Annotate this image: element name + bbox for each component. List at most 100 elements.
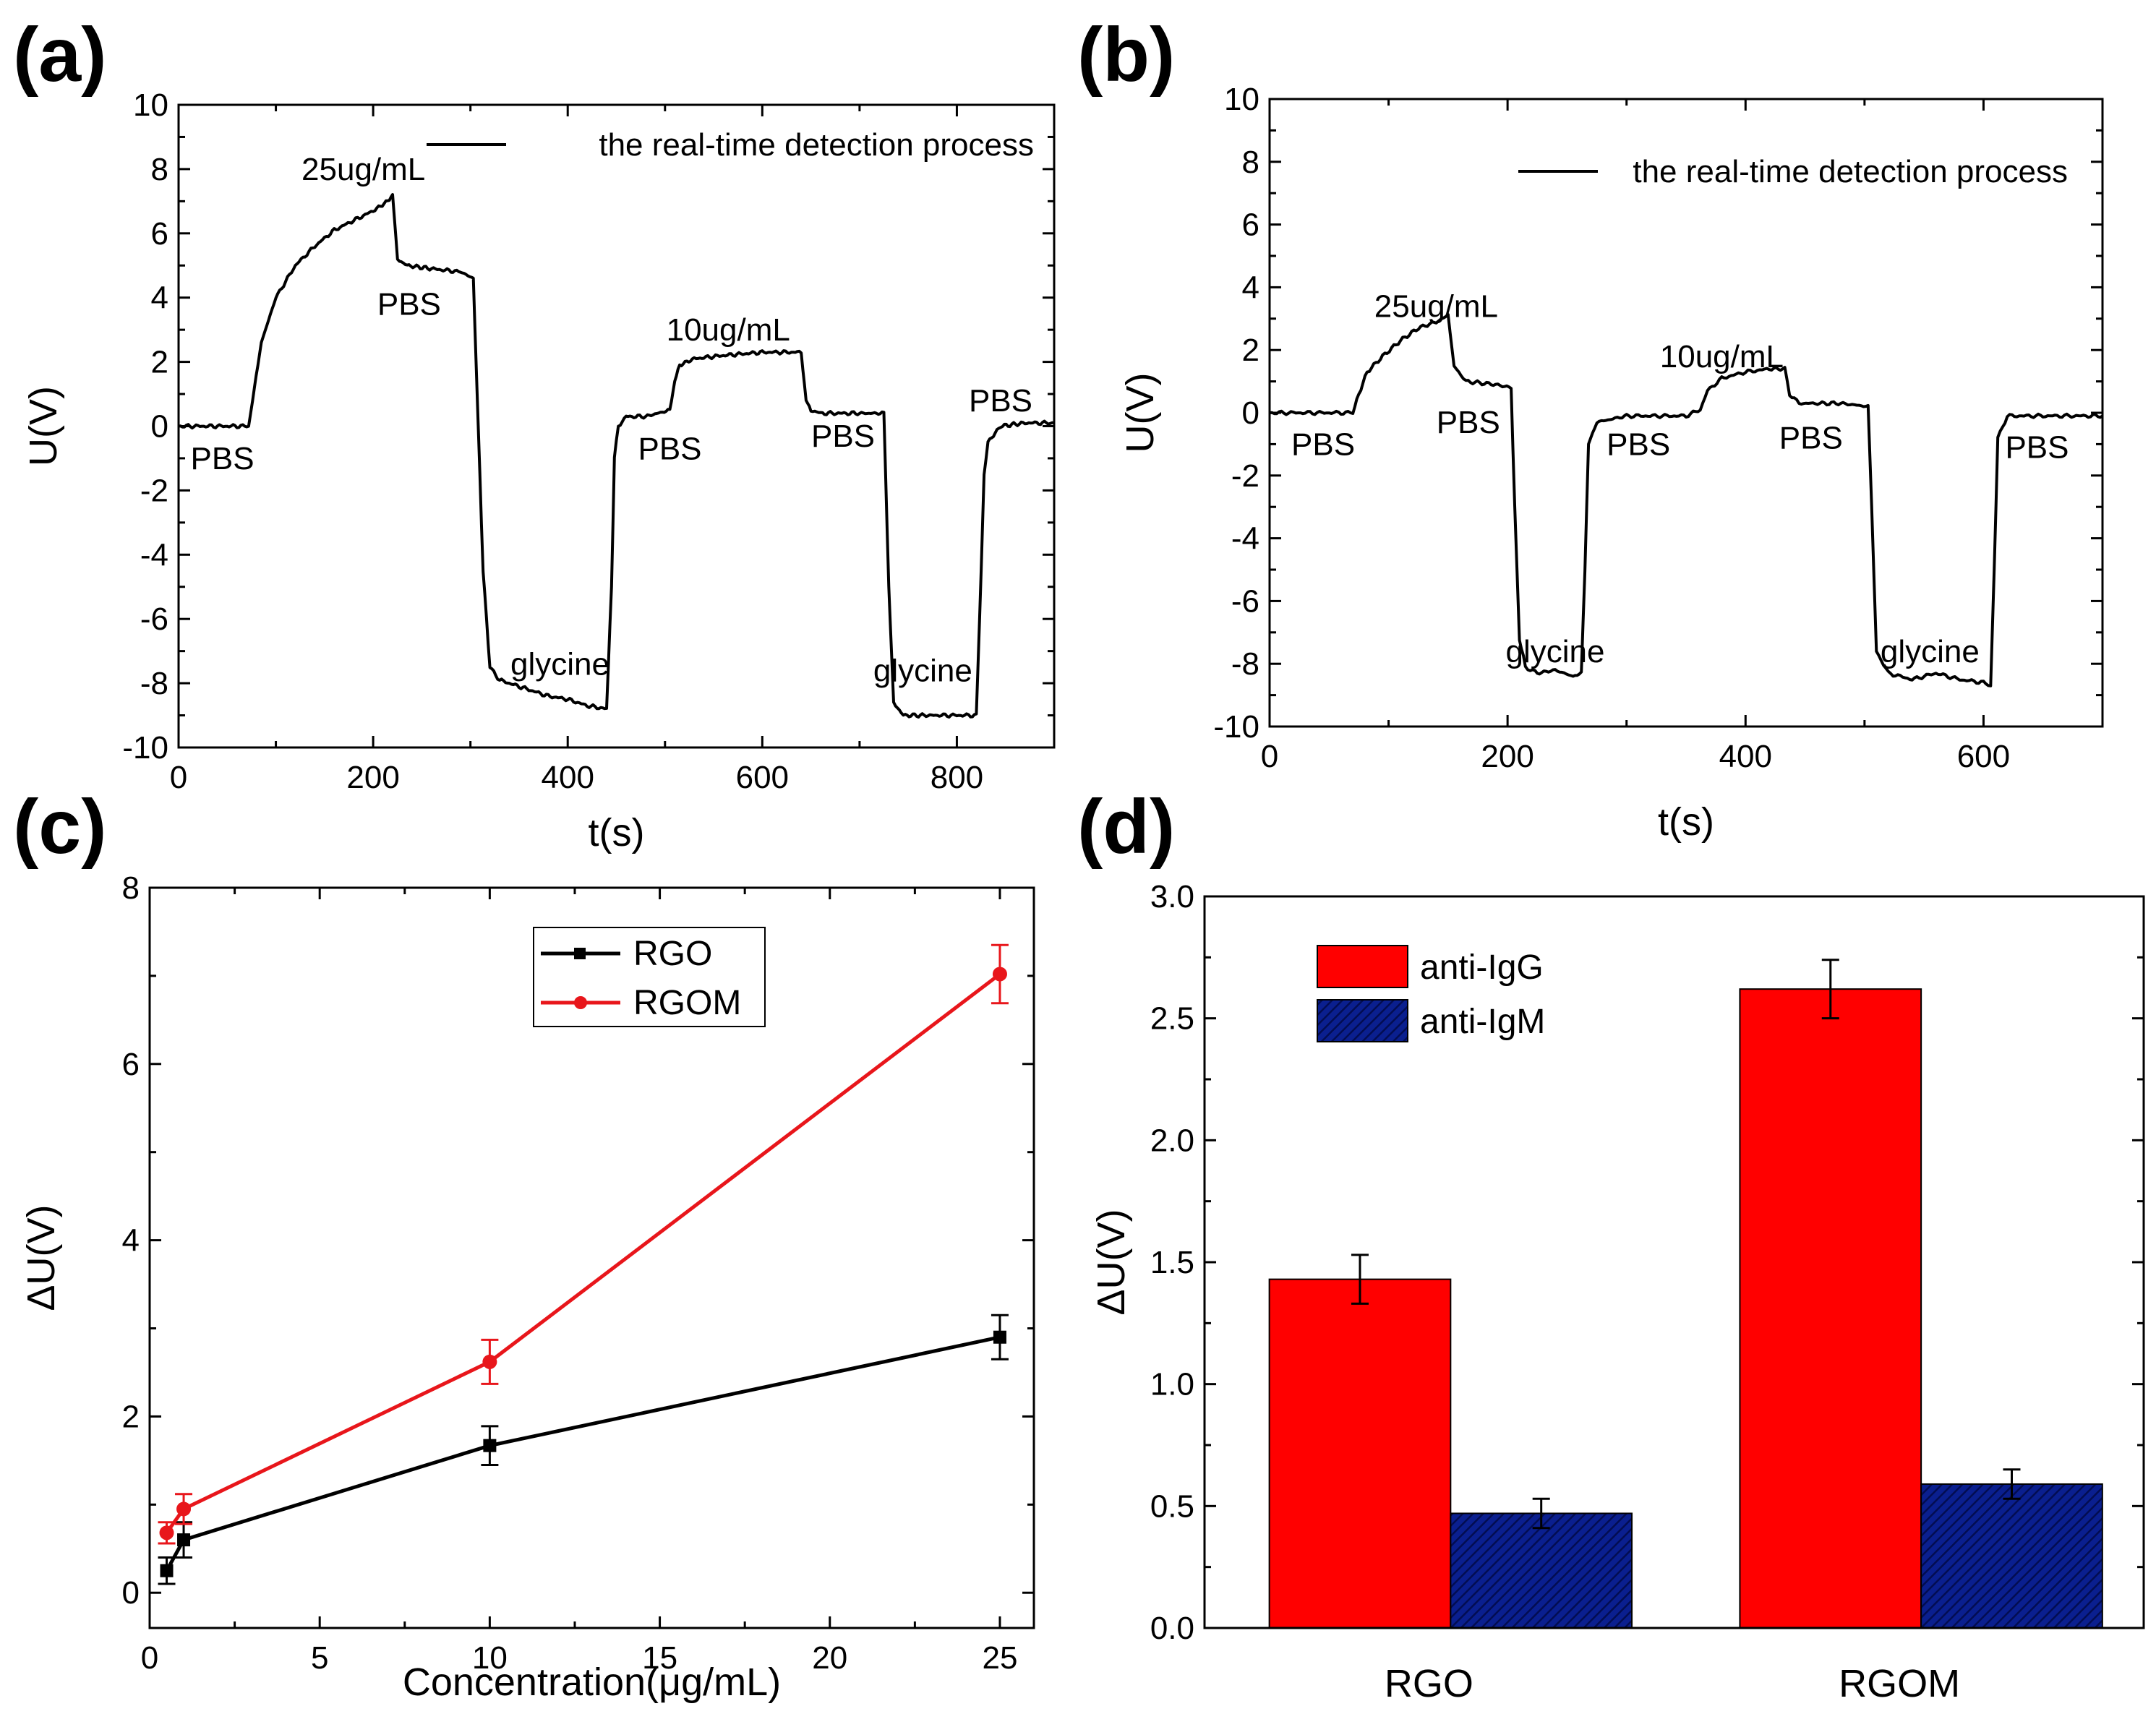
y-tick-label: 2.0 [1150,1123,1194,1158]
panel-d: (d) 0.0 0.5 1.0 1.5 2.0 2.5 3.0 RGO RGOM ΔU(V) anti… [1077,784,2145,1705]
x-axis-label: Concentration(μg/mL) [403,1661,781,1704]
y-tick-label: -8 [1231,646,1259,682]
annotation-label: glycine [873,653,972,688]
y-tick-label: 6 [151,216,168,252]
y-tick-label: -4 [1231,521,1259,557]
legend-marker [574,996,587,1009]
panel-letter: (d) [1077,784,1175,870]
y-tick-label: 0.0 [1150,1611,1194,1646]
y-tick-label: 2 [122,1399,140,1434]
annotation-label: PBS [638,432,701,467]
x-tick-label: 600 [736,760,789,795]
data-point [992,967,1007,982]
x-tick-label: 200 [346,760,399,795]
data-point [176,1501,192,1517]
annotation-label: glycine [1505,634,1604,669]
panel-c: (c) 0 2 4 6 8 0 5 10 15 20 25 Concentration(μg/mL) ΔU… [13,784,1035,1704]
panel-letter: (a) [13,12,107,98]
y-tick-label: 10 [1224,82,1259,117]
plot-frame [177,103,1056,749]
legend-label: anti-IgG [1420,948,1544,987]
y-tick-label: 8 [1242,145,1259,180]
data-point [483,1439,497,1452]
annotation-label: PBS [1291,427,1355,462]
y-tick-label: 0 [1242,395,1259,431]
annotation-label: PBS [191,441,254,476]
annotation-label: glycine [1881,634,1980,669]
panel-b: (b) -10 -8 -6 -4 -2 0 2 4 6 8 10 0 200 400 600 t(s) U(V) 2… [1077,12,2104,844]
legend-box [533,927,766,1027]
x-tick-label: 5 [311,1640,328,1676]
y-tick-label: 8 [151,152,168,187]
legend: the real-time detection process [427,127,1034,163]
plot-frame [1203,895,2145,1629]
y-tick-label: -10 [1213,709,1259,745]
annotation-label: PBS [1437,405,1500,440]
legend-label: anti-IgM [1420,1003,1545,1041]
x-tick-label: 800 [931,760,983,795]
legend-label: the real-time detection process [599,127,1034,163]
annotation-label: 10ug/mL [667,312,790,348]
y-tick-label: 8 [122,870,140,906]
x-tick-label: 10 [472,1640,508,1676]
y-tick-label: 6 [122,1047,140,1082]
y-tick-label: 0 [151,409,168,445]
series-line [178,193,1055,719]
y-tick-label: 4 [151,280,168,316]
y-tick-label: -2 [1231,458,1259,494]
annotation-label: PBS [969,383,1032,419]
y-tick-label: 1.0 [1150,1367,1194,1402]
annotation-label: 25ug/mL [1374,288,1498,324]
legend-label: RGOM [633,984,741,1022]
y-tick-label: 0.5 [1150,1488,1194,1524]
x-tick-label: 400 [542,760,594,795]
bar [1739,988,1922,1629]
y-tick-label: 0 [122,1575,140,1611]
data-point [160,1564,174,1577]
x-tick-label: 200 [1481,739,1533,774]
category-label: RGOM [1839,1662,1960,1705]
y-tick-label: 4 [122,1223,140,1259]
y-tick-label: 1.5 [1150,1245,1194,1280]
panel-letter: (c) [13,784,107,870]
plot-frame [148,886,1035,1629]
annotation-label: PBS [1607,427,1670,462]
x-tick-label: 20 [812,1640,847,1676]
y-tick-label: -8 [140,666,168,701]
annotation-label: glycine [510,646,609,682]
data-point [482,1354,497,1369]
data-point [159,1525,174,1541]
y-tick-label: -10 [122,730,168,766]
legend: the real-time detection process [1518,154,2068,189]
legend-swatch [1317,945,1408,988]
y-tick-label: -6 [1231,583,1259,619]
y-tick-label: -4 [140,537,168,573]
x-tick-label: 25 [982,1640,1017,1676]
y-tick-label: 3.0 [1150,879,1194,914]
category-label: RGO [1385,1662,1473,1705]
series-line [165,1335,1001,1572]
annotation-label: PBS [811,419,875,454]
y-tick-label: 2 [1242,333,1259,368]
y-tick-label: 2 [151,345,168,380]
y-tick-label: -6 [140,601,168,637]
plot-frame [1268,98,2104,728]
series-line [165,972,1001,1534]
annotation-label: PBS [377,287,441,322]
legend-label: RGO [633,935,712,973]
annotation-label: PBS [1779,421,1843,456]
x-axis-label: t(s) [589,811,645,854]
bar [1920,1483,2103,1629]
annotation-label: 10ug/mL [1660,339,1784,374]
legend-marker [574,948,586,959]
legend-label: the real-time detection process [1633,154,2068,189]
y-tick-label: 2.5 [1150,1001,1194,1037]
x-tick-label: 0 [170,760,187,795]
x-tick-label: 600 [1957,739,2010,774]
annotation-label: PBS [2005,430,2069,466]
y-tick-label: 4 [1242,270,1259,305]
data-point [177,1533,191,1547]
y-axis-label: U(V) [1118,373,1162,453]
bar [1450,1512,1633,1629]
